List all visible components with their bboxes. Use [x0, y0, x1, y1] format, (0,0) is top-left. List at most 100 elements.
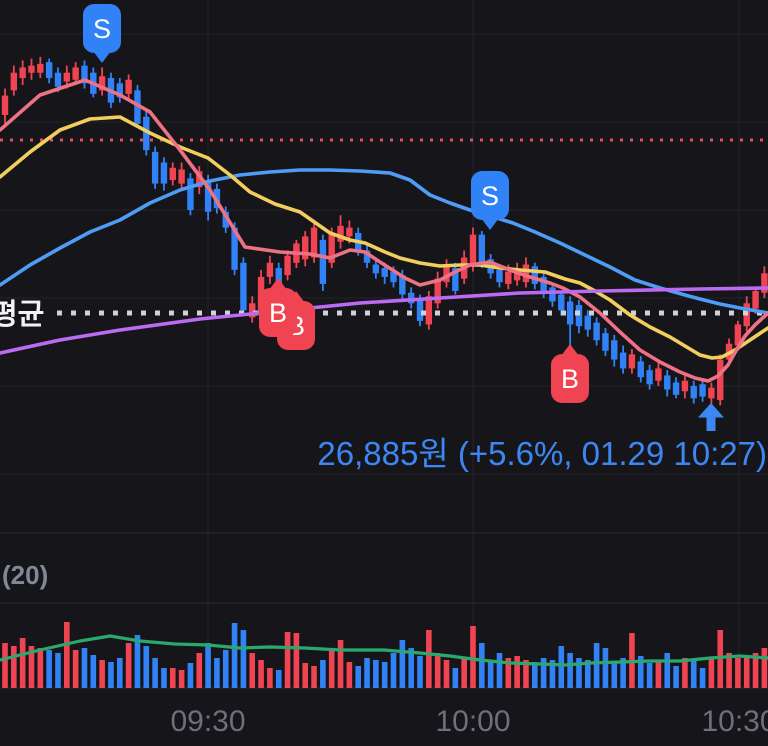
volume-bar — [496, 653, 503, 688]
volume-bar — [390, 653, 397, 688]
volume-bar — [275, 670, 282, 688]
volume-bar — [284, 632, 291, 688]
volume-bar — [443, 660, 450, 688]
volume-bar — [55, 653, 61, 688]
candle-body — [699, 384, 706, 397]
volume-bar — [196, 653, 203, 688]
sell-marker-badge[interactable]: S — [471, 171, 509, 230]
candle-body — [575, 305, 583, 327]
candle-body — [628, 354, 636, 369]
volume-bar — [19, 638, 26, 688]
volume-bar — [523, 660, 529, 688]
volume-bar — [320, 660, 326, 688]
volume-bar — [249, 653, 256, 688]
volume-bar — [461, 658, 467, 688]
candle-body — [98, 76, 106, 91]
volume-bar — [125, 643, 132, 688]
candle-body — [160, 162, 168, 184]
volume-bar — [2, 643, 8, 688]
volume-bar — [134, 635, 141, 688]
candle-body — [478, 234, 486, 263]
candle-body — [178, 169, 185, 184]
badge-letter: B — [561, 364, 579, 394]
volume-bar — [470, 626, 476, 688]
candle-body — [169, 167, 176, 181]
buy-marker-badge[interactable]: B — [259, 278, 297, 337]
candle-body — [204, 180, 212, 212]
volume-bar — [558, 646, 565, 688]
volume-bar — [682, 658, 688, 688]
volume-bar — [717, 630, 724, 688]
buy-marker-badge[interactable]: B — [551, 344, 589, 403]
badge-letter: B — [269, 298, 287, 328]
candle-body — [222, 211, 229, 228]
volume-bar — [28, 646, 35, 688]
candle-body — [664, 375, 671, 390]
candle-body — [558, 294, 565, 311]
candle-body — [522, 264, 530, 283]
badge-letter: S — [481, 181, 499, 211]
candle-body — [134, 90, 141, 124]
volume-bar — [584, 660, 591, 688]
candle-body — [125, 79, 132, 94]
candle-body — [399, 275, 406, 295]
volume-bar — [46, 650, 52, 688]
badge-tail — [93, 51, 111, 63]
volume-bar — [161, 668, 167, 688]
candle-body — [319, 239, 327, 284]
badge-tail — [481, 218, 499, 230]
candle-body — [143, 116, 150, 151]
badge-box — [259, 288, 297, 337]
candle-body — [337, 225, 344, 242]
volume-bar — [487, 660, 494, 688]
volume-bar — [699, 668, 706, 688]
volume-bar — [222, 650, 229, 688]
volume-bar — [479, 643, 485, 688]
volume-bar — [328, 648, 335, 688]
volume-bar — [258, 660, 264, 688]
volume-bar — [240, 630, 247, 688]
candle-body — [310, 227, 318, 258]
volume-bar — [752, 653, 759, 688]
volume-bar — [90, 655, 97, 688]
badge-letter: S — [93, 14, 111, 44]
volume-bar — [655, 660, 662, 688]
candle-body — [284, 255, 291, 276]
candle-body — [249, 303, 256, 318]
candle-body — [240, 262, 247, 311]
sell-marker-badge[interactable]: S — [83, 4, 121, 63]
candle-body — [1, 95, 9, 115]
volume-bar — [81, 648, 88, 688]
arrow-shaft — [706, 415, 716, 431]
candle-body — [452, 268, 459, 291]
volume-bar — [735, 658, 741, 688]
candle-body — [513, 269, 521, 281]
candle-body — [717, 359, 724, 401]
candle-body — [531, 266, 538, 284]
volume-bar — [532, 662, 538, 688]
candle-body — [443, 266, 450, 283]
candle-body — [619, 352, 627, 369]
volume-bar — [231, 623, 238, 688]
volume-bar — [426, 630, 432, 688]
candle-body — [372, 264, 380, 274]
candle-body — [672, 382, 680, 395]
avg-price-label: 평균 — [0, 298, 44, 331]
candle-body — [196, 171, 203, 188]
volume-bar — [108, 662, 114, 688]
volume-bar — [267, 668, 273, 688]
volume-bar — [593, 643, 600, 688]
volume-bar — [205, 643, 211, 688]
low-point-arrow-icon — [698, 403, 724, 431]
candle-body — [540, 276, 547, 293]
badge-tail — [269, 278, 287, 290]
volume-ma-20 — [0, 634, 768, 667]
candle-body — [116, 83, 123, 98]
volume-bar — [646, 663, 653, 688]
volume-bar — [708, 658, 715, 688]
volume-bar — [664, 653, 671, 688]
x-axis-label: 10:30 — [701, 705, 768, 738]
